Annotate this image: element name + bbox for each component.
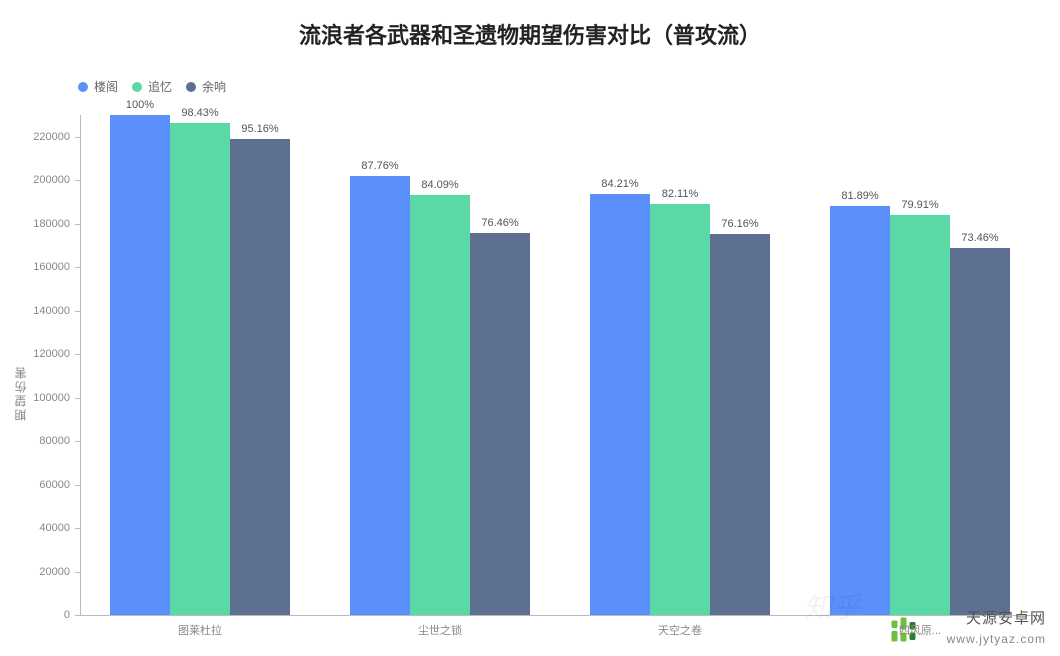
y-tick-label: 200000 xyxy=(30,174,70,186)
legend-swatch-0 xyxy=(78,82,88,92)
y-tick-label: 140000 xyxy=(30,305,70,317)
x-category-label: 图莱杜拉 xyxy=(178,622,222,638)
y-tick-label: 160000 xyxy=(30,261,70,273)
legend-item-1: 追忆 xyxy=(132,78,172,95)
legend-label-1: 追忆 xyxy=(148,78,172,95)
bar-percent-label: 84.09% xyxy=(421,179,458,191)
bar xyxy=(890,215,950,615)
y-tick-mark xyxy=(75,267,80,268)
bar-percent-label: 73.46% xyxy=(961,232,998,244)
bar xyxy=(830,206,890,615)
legend-label-2: 余响 xyxy=(202,78,226,95)
y-tick-label: 80000 xyxy=(30,435,70,447)
bar xyxy=(170,123,230,615)
y-tick-mark xyxy=(75,485,80,486)
bar xyxy=(230,139,290,615)
y-tick-mark xyxy=(75,180,80,181)
x-category-label: 尘世之锁 xyxy=(418,622,462,638)
y-tick-label: 20000 xyxy=(30,566,70,578)
y-tick-label: 220000 xyxy=(30,131,70,143)
y-tick-mark xyxy=(75,224,80,225)
bar-percent-label: 76.46% xyxy=(481,217,518,229)
bar xyxy=(350,176,410,615)
legend-item-0: 楼阁 xyxy=(78,78,118,95)
legend-item-2: 余响 xyxy=(186,78,226,95)
y-axis-label: 期望伤害 xyxy=(12,365,29,421)
chart-container: 流浪者各武器和圣遗物期望伤害对比（普攻流） 楼阁 追忆 余响 期望伤害 知乎 天… xyxy=(0,0,1060,656)
x-category-label: 四风原... xyxy=(899,622,941,638)
faint-watermark: 知乎 xyxy=(804,586,860,626)
legend: 楼阁 追忆 余响 xyxy=(78,78,226,95)
legend-swatch-2 xyxy=(186,82,196,92)
y-tick-mark xyxy=(75,528,80,529)
y-tick-mark xyxy=(75,311,80,312)
bar-percent-label: 79.91% xyxy=(901,199,938,211)
bar-percent-label: 82.11% xyxy=(662,188,699,200)
y-tick-label: 120000 xyxy=(30,348,70,360)
y-tick-mark xyxy=(75,572,80,573)
bar-percent-label: 98.43% xyxy=(181,107,218,119)
legend-swatch-1 xyxy=(132,82,142,92)
bar-percent-label: 100% xyxy=(126,99,154,111)
y-tick-label: 0 xyxy=(30,609,70,621)
y-tick-label: 40000 xyxy=(30,522,70,534)
bar xyxy=(710,234,770,615)
bar-percent-label: 81.89% xyxy=(841,190,878,202)
y-tick-label: 100000 xyxy=(30,392,70,404)
bar-percent-label: 76.16% xyxy=(721,218,758,230)
y-tick-mark xyxy=(75,354,80,355)
bar-percent-label: 95.16% xyxy=(241,123,278,135)
bar xyxy=(110,115,170,615)
bar xyxy=(650,204,710,615)
y-tick-mark xyxy=(75,441,80,442)
bar xyxy=(590,194,650,615)
y-tick-label: 180000 xyxy=(30,218,70,230)
site-url: www.jytyaz.com xyxy=(947,632,1046,646)
y-tick-mark xyxy=(75,137,80,138)
legend-label-0: 楼阁 xyxy=(94,78,118,95)
y-tick-mark xyxy=(75,398,80,399)
bar xyxy=(410,195,470,615)
bar xyxy=(950,248,1010,615)
chart-title: 流浪者各武器和圣遗物期望伤害对比（普攻流） xyxy=(0,18,1060,50)
y-tick-mark xyxy=(75,615,80,616)
x-category-label: 天空之卷 xyxy=(658,622,702,638)
bar-percent-label: 87.76% xyxy=(361,160,398,172)
plot-area xyxy=(80,115,1040,615)
y-tick-label: 60000 xyxy=(30,479,70,491)
site-name: 天源安卓网 xyxy=(966,607,1046,628)
bar xyxy=(470,233,530,615)
bar-percent-label: 84.21% xyxy=(601,178,638,190)
